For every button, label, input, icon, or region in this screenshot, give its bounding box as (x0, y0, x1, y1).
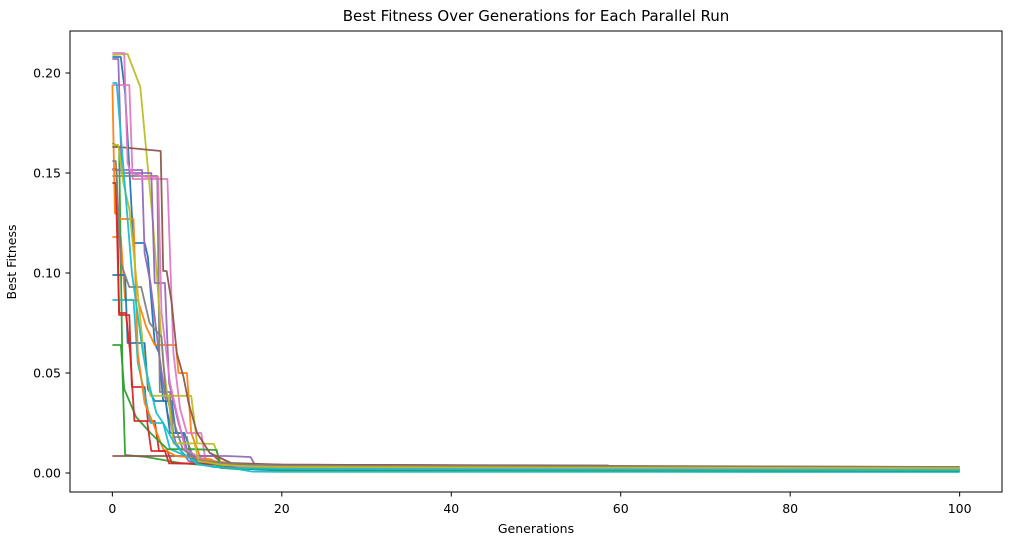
axis-ticks: 0 20 40 60 80 100 0.00 0.05 0.10 0.15 0.20 (33, 66, 971, 517)
run-line-run-02 (112, 236, 960, 470)
run-line-run-09 (112, 53, 960, 469)
run-line-run-20 (112, 82, 960, 472)
run-line-run-05 (112, 169, 960, 472)
y-tick-label: 0.10 (33, 266, 61, 281)
run-line-run-13 (112, 344, 960, 472)
x-tick-label: 0 (108, 501, 116, 516)
run-line-run-12 (111, 84, 960, 470)
run-line-run-16 (112, 146, 960, 468)
chart-title: Best Fitness Over Generations for Each P… (343, 7, 730, 25)
run-line-run-11 (112, 274, 960, 472)
run-line-run-17 (112, 52, 960, 471)
run-line-run-08 (112, 175, 960, 472)
x-tick-label: 60 (613, 501, 629, 516)
run-line-run-14 (112, 182, 960, 469)
y-axis-label: Best Fitness (4, 225, 19, 300)
run-line-run-15 (112, 58, 960, 471)
x-tick-label: 40 (443, 501, 459, 516)
y-tick-label: 0.05 (33, 366, 61, 381)
run-line-run-18 (112, 160, 960, 468)
run-line-run-04 (112, 168, 960, 473)
run-line-run-19 (112, 144, 960, 470)
y-tick-label: 0.20 (33, 66, 61, 81)
y-tick-label: 0.15 (33, 166, 61, 181)
run-line-run-07 (112, 84, 960, 471)
x-axis-label: Generations (498, 521, 574, 536)
run-line-run-10 (112, 299, 960, 473)
x-tick-label: 20 (274, 501, 290, 516)
series-lines (111, 52, 960, 473)
y-tick-label: 0.00 (33, 466, 61, 481)
x-tick-label: 80 (782, 501, 798, 516)
run-line-run-03 (111, 142, 960, 472)
run-line-run-01 (112, 56, 960, 473)
x-tick-label: 100 (948, 501, 972, 516)
axes-spines (69, 30, 1003, 493)
